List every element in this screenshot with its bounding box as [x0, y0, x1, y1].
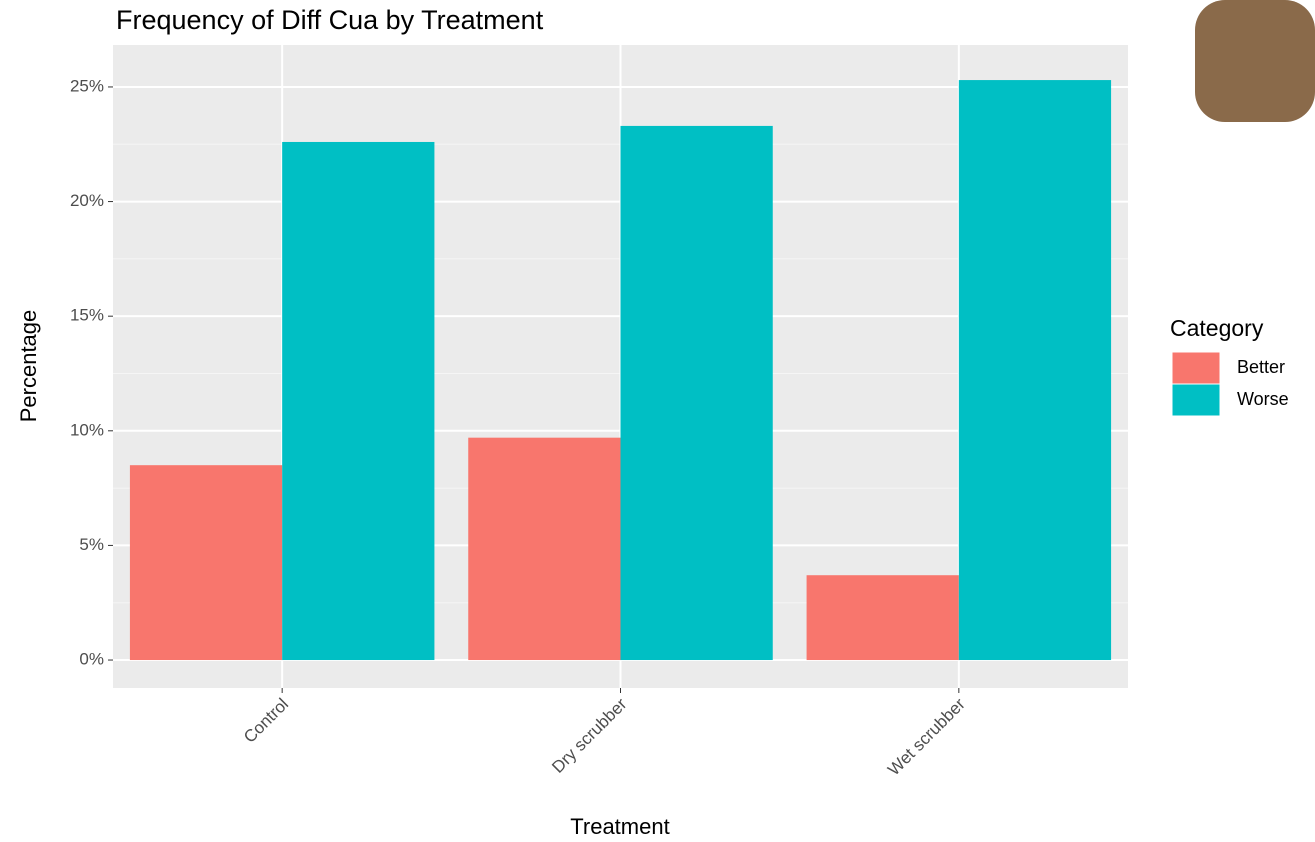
y-tick-label: 20%: [70, 191, 104, 210]
chart: Frequency of Diff Cua by Treatment Treat…: [0, 0, 1315, 842]
y-axis-title: Percentage: [16, 310, 41, 423]
photo: [1195, 0, 1315, 122]
bar: [282, 142, 434, 660]
bar: [468, 438, 620, 660]
bar: [621, 126, 773, 660]
legend-label: Worse: [1237, 389, 1289, 409]
y-tick-label: 0%: [79, 650, 104, 669]
x-axis-title: Treatment: [570, 814, 669, 839]
y-tick-label: 5%: [79, 535, 104, 554]
y-tick-label: 25%: [70, 76, 104, 95]
chart-title: Frequency of Diff Cua by Treatment: [116, 5, 544, 35]
bar: [130, 465, 282, 660]
legend-title: Category: [1170, 315, 1264, 341]
legend-label: Better: [1237, 357, 1285, 377]
y-tick-label: 15%: [70, 306, 104, 325]
bar: [959, 80, 1111, 660]
bar: [807, 575, 959, 660]
x-tick-label: Control: [240, 695, 292, 747]
x-tick-label: Dry scrubber: [548, 694, 630, 776]
y-tick-label: 10%: [70, 420, 104, 439]
legend-swatch: [1172, 384, 1220, 416]
x-tick-label: Wet scrubber: [884, 694, 969, 779]
legend-swatch: [1172, 352, 1220, 384]
